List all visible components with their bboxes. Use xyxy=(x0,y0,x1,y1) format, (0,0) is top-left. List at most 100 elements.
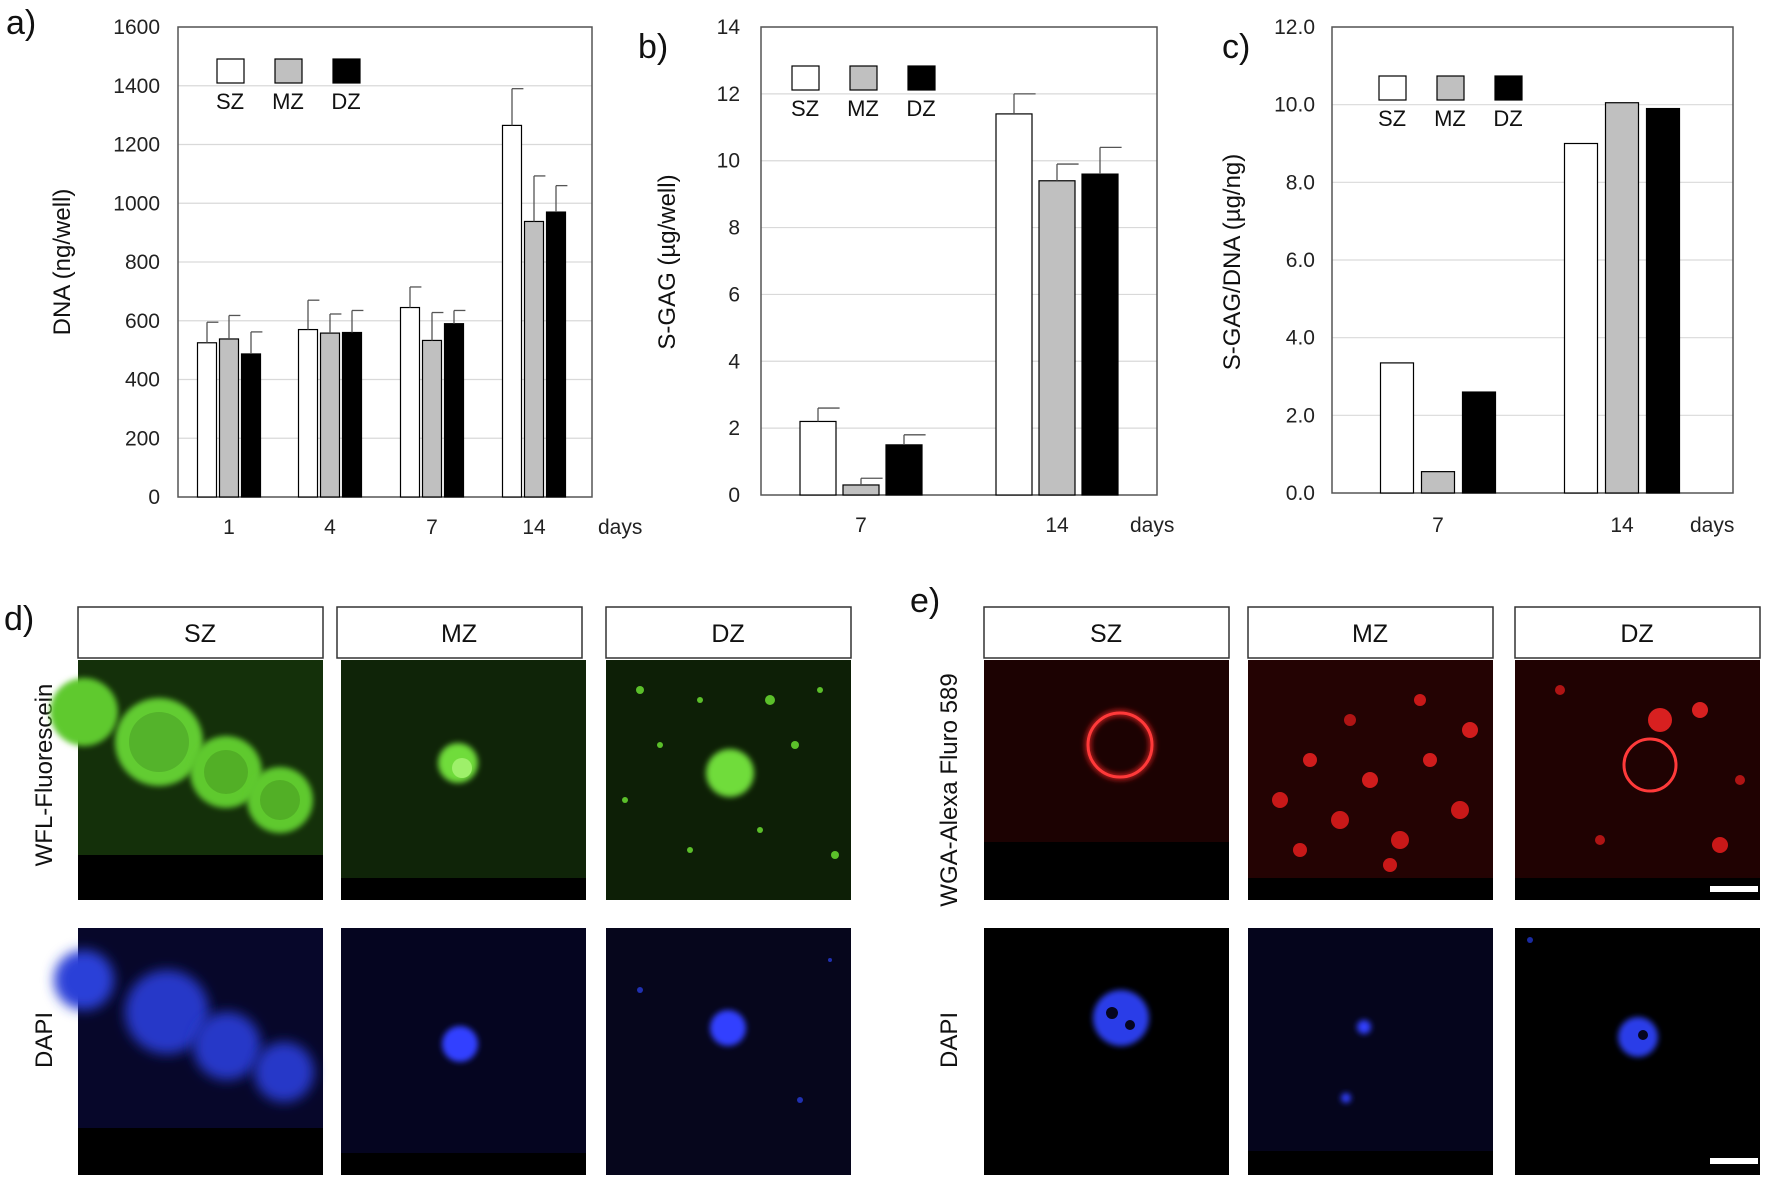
zone-header-e-mz-label: MZ xyxy=(1352,620,1388,648)
legend-label-sz: SZ xyxy=(1378,106,1406,131)
x-axis-label: days xyxy=(1690,514,1734,537)
y-tick-label: 6 xyxy=(728,283,740,306)
y-tick-label: 6.0 xyxy=(1286,249,1315,272)
chart-sgag-per-dna: 0.0 2.0 4.0 6.0 8.0 10.0 12.0 S-GAG/DNA (µg/ng)… xyxy=(1219,16,1734,537)
bar-sz-7 xyxy=(799,420,837,496)
y-tick-label: 12.0 xyxy=(1274,16,1315,39)
x-tick-label: 1 xyxy=(223,516,235,539)
micrograph-wfl-dz xyxy=(606,660,851,900)
y-tick-label: 1000 xyxy=(113,192,160,215)
y-tick-label: 14 xyxy=(717,16,741,39)
zone-header-dz xyxy=(605,606,852,659)
micrograph-dapi-e-mz xyxy=(1248,928,1493,1175)
legend: SZ MZ DZ xyxy=(1378,75,1523,131)
legend-swatch-sz xyxy=(1378,75,1407,101)
zone-header-dz-label: DZ xyxy=(711,620,744,648)
panel-letter-b: b) xyxy=(638,28,668,66)
y-tick-label: 10 xyxy=(717,150,740,173)
bar-sz-4 xyxy=(297,328,319,498)
y-axis-label: S-GAG (µg/well) xyxy=(654,174,681,349)
micrograph-panel-e: SZ MZ DZ WGA-Alexa Fluro 589 DAPI xyxy=(936,606,1761,1175)
x-tick-label: 4 xyxy=(324,516,336,539)
x-tick-label: 14 xyxy=(1610,514,1634,537)
micrograph-panel-d: SZ MZ DZ WFL-Fluorescein DAPI xyxy=(31,606,852,1175)
y-tick-label: 2.0 xyxy=(1286,404,1315,427)
y-tick-label: 8 xyxy=(728,217,740,240)
bar-mz-4 xyxy=(319,332,341,498)
bar-mz-1 xyxy=(218,338,240,498)
legend-swatch-mz xyxy=(274,58,303,84)
legend-label-mz: MZ xyxy=(1434,106,1466,131)
legend-label-dz: DZ xyxy=(331,89,360,114)
y-tick-label: 0.0 xyxy=(1286,482,1315,505)
legend-swatch-dz xyxy=(332,58,361,84)
y-tick-label: 12 xyxy=(717,83,740,106)
micrograph-wga-mz xyxy=(1248,660,1493,900)
bar-dz-7 xyxy=(1461,391,1497,494)
y-tick-label: 4.0 xyxy=(1286,327,1315,350)
y-axis-label: DNA (ng/well) xyxy=(49,189,76,336)
y-tick-label: 1200 xyxy=(113,134,160,157)
zone-header-mz-label: MZ xyxy=(441,620,477,648)
micrograph-dapi-d-mz xyxy=(341,928,586,1175)
micrograph-wga-sz xyxy=(984,660,1229,900)
bar-dz-14 xyxy=(545,211,567,498)
scale-bar-top xyxy=(1710,886,1758,892)
y-tick-label: 0 xyxy=(728,484,740,507)
plot-frame xyxy=(1331,26,1734,494)
panel-letter-c: c) xyxy=(1222,28,1250,66)
legend-swatch-dz xyxy=(907,65,936,91)
row-label-dapi-d: DAPI xyxy=(31,1012,58,1068)
legend-label-sz: SZ xyxy=(216,89,244,114)
bar-mz-14 xyxy=(523,220,545,498)
scale-bar-bottom xyxy=(1710,1158,1758,1164)
legend-swatch-sz xyxy=(791,65,820,91)
zone-header-sz-label: SZ xyxy=(184,620,216,648)
x-tick-label: 14 xyxy=(522,516,546,539)
bar-dz-7 xyxy=(443,323,465,498)
zone-header-e-dz-label: DZ xyxy=(1620,620,1653,648)
micrograph-dapi-d-sz xyxy=(54,928,323,1175)
bar-dz-14 xyxy=(1645,107,1681,494)
chart-sgag: 0 2 4 6 8 10 12 14 S-GAG (µg/well) 7 14 days SZ MZ DZ xyxy=(654,16,1174,537)
x-axis-label: days xyxy=(1130,514,1174,537)
legend-label-mz: MZ xyxy=(272,89,304,114)
x-axis-label: days xyxy=(598,516,642,539)
bar-sz-14 xyxy=(995,113,1033,496)
zone-header-e-sz-label: SZ xyxy=(1090,620,1122,648)
bar-sz-7 xyxy=(1379,362,1415,494)
bar-sz-14 xyxy=(501,124,523,498)
bar-dz-4 xyxy=(341,331,363,498)
bar-mz-7 xyxy=(421,339,443,498)
row-label-wga: WGA-Alexa Fluro 589 xyxy=(936,673,963,906)
micrograph-wfl-mz xyxy=(341,660,586,900)
bar-dz-7 xyxy=(885,444,923,496)
micrograph-dapi-e-sz xyxy=(984,928,1229,1175)
legend-label-sz: SZ xyxy=(791,96,819,121)
legend-label-dz: DZ xyxy=(1493,106,1522,131)
zone-header-mz xyxy=(336,606,583,659)
chart-dna: 0 200 400 600 800 1000 1200 1400 1600 DNA (ng/wel… xyxy=(49,16,642,539)
bar-sz-7 xyxy=(399,306,421,498)
legend-swatch-dz xyxy=(1494,75,1523,101)
legend: SZ MZ DZ xyxy=(216,58,361,114)
legend-swatch-mz xyxy=(849,65,878,91)
x-tick-label: 14 xyxy=(1045,514,1069,537)
bar-mz-7 xyxy=(1420,471,1456,494)
x-tick-label: 7 xyxy=(426,516,438,539)
y-tick-label: 0 xyxy=(148,486,160,509)
bar-mz-14 xyxy=(1604,102,1640,494)
x-tick-label: 7 xyxy=(855,514,867,537)
plot-frame xyxy=(177,26,593,498)
x-tick-label: 7 xyxy=(1432,514,1444,537)
bar-sz-14 xyxy=(1563,142,1599,494)
y-tick-label: 10.0 xyxy=(1274,94,1315,117)
y-axis-label: S-GAG/DNA (µg/ng) xyxy=(1219,154,1246,371)
y-tick-label: 800 xyxy=(125,251,160,274)
micrograph-dapi-e-dz xyxy=(1515,928,1760,1175)
legend: SZ MZ DZ xyxy=(791,65,936,121)
bar-mz-7 xyxy=(842,484,880,496)
y-tick-label: 8.0 xyxy=(1286,171,1315,194)
bar-sz-1 xyxy=(196,342,218,498)
